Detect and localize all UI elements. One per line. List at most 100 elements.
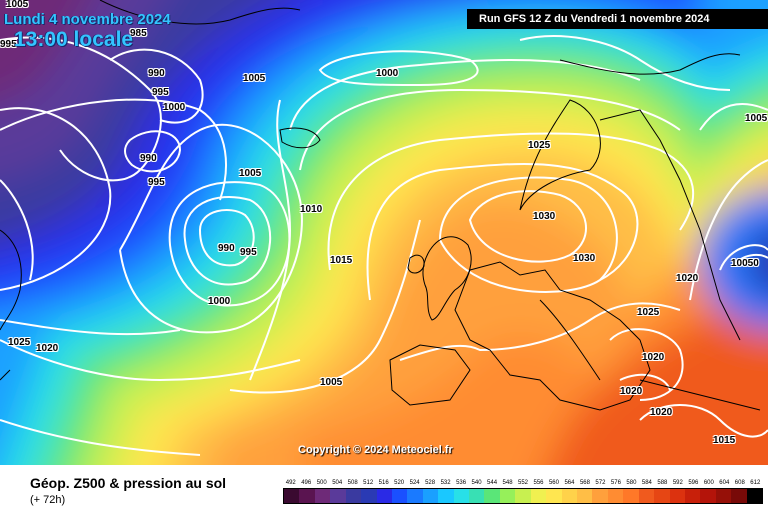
geopotential-field bbox=[0, 0, 768, 465]
legend-label: 508 bbox=[347, 480, 358, 486]
legend-swatch bbox=[299, 489, 315, 503]
forecast-datetime: Lundi 4 novembre 2024 13:00 locale bbox=[4, 12, 171, 50]
isobar-label: 1005 bbox=[745, 113, 768, 124]
legend-label: 588 bbox=[657, 480, 668, 486]
isobar-label: 1005 bbox=[6, 0, 29, 10]
legend-labels: 492 496 500 504 508 512 516 520 524 528 532 536 540 5… bbox=[283, 479, 763, 488]
legend-swatch bbox=[422, 489, 439, 503]
legend-label: 496 bbox=[301, 480, 312, 486]
legend-swatch bbox=[546, 489, 562, 503]
legend-label: 512 bbox=[363, 480, 374, 486]
legend-swatch bbox=[700, 489, 716, 503]
legend-label: 524 bbox=[409, 480, 420, 486]
legend-label: 516 bbox=[378, 480, 389, 486]
legend-label: 532 bbox=[440, 480, 451, 486]
legend-label: 568 bbox=[579, 480, 590, 486]
isobar-label: 1015 bbox=[713, 435, 736, 446]
isobar-label: 1030 bbox=[573, 253, 596, 264]
legend-label: 500 bbox=[316, 480, 327, 486]
legend-swatch bbox=[654, 489, 670, 503]
legend-swatch bbox=[746, 489, 763, 503]
isobar-label: 1000 bbox=[208, 296, 231, 307]
map-canvas bbox=[0, 0, 768, 465]
legend-swatch bbox=[376, 489, 392, 503]
legend-swatch bbox=[453, 489, 470, 503]
legend-label: 592 bbox=[672, 480, 683, 486]
legend-label: 560 bbox=[548, 480, 559, 486]
legend-label: 564 bbox=[564, 480, 575, 486]
isobar-label: 1005 bbox=[320, 377, 343, 388]
isobar-label: 1020 bbox=[650, 407, 673, 418]
isobar-label: 995 bbox=[240, 247, 257, 258]
legend-label: 556 bbox=[533, 480, 544, 486]
legend-label: 548 bbox=[502, 480, 513, 486]
run-info-banner: Run GFS 12 Z du Vendredi 1 novembre 2024 bbox=[467, 9, 768, 29]
legend-swatch bbox=[530, 489, 547, 503]
color-legend: 492 496 500 504 508 512 516 520 524 528 532 536 540 5… bbox=[283, 479, 763, 504]
isobar-label: 1025 bbox=[637, 307, 660, 318]
legend-swatch bbox=[577, 489, 593, 503]
isobar-label: 985 bbox=[130, 28, 147, 39]
forecast-date: Lundi 4 novembre 2024 bbox=[4, 11, 171, 28]
isobar-label: 10050 bbox=[731, 258, 759, 269]
legend-swatch bbox=[684, 489, 701, 503]
legend-label: 520 bbox=[394, 480, 405, 486]
isobar-label: 995 bbox=[152, 87, 169, 98]
isobar-label: 1000 bbox=[163, 102, 186, 113]
isobar-label: 1025 bbox=[528, 140, 551, 151]
legend-swatch bbox=[438, 489, 454, 503]
legend-label: 604 bbox=[719, 480, 730, 486]
legend-swatch bbox=[669, 489, 685, 503]
legend-label: 540 bbox=[471, 480, 482, 486]
isobar-label: 990 bbox=[148, 68, 165, 79]
legend-bar bbox=[283, 488, 763, 504]
isobar-label: 1020 bbox=[676, 273, 699, 284]
legend-label: 492 bbox=[285, 480, 296, 486]
copyright-notice: Copyright © 2024 Meteociel.fr bbox=[298, 444, 453, 456]
legend-label: 528 bbox=[425, 480, 436, 486]
legend-swatch bbox=[638, 489, 655, 503]
isobar-label: 1005 bbox=[243, 73, 266, 84]
legend-swatch bbox=[407, 489, 423, 503]
forecast-range: (+ 72h) bbox=[30, 494, 66, 506]
legend-label: 584 bbox=[641, 480, 652, 486]
legend-swatch bbox=[592, 489, 608, 503]
isobar-label: 995 bbox=[148, 177, 165, 188]
legend-label: 576 bbox=[610, 480, 621, 486]
legend-swatch bbox=[391, 489, 408, 503]
isobar-label: 990 bbox=[140, 153, 157, 164]
legend-swatch bbox=[330, 489, 346, 503]
legend-swatch bbox=[469, 489, 485, 503]
legend-swatch bbox=[623, 489, 639, 503]
legend-label: 608 bbox=[734, 480, 745, 486]
isobar-label: 1005 bbox=[239, 168, 262, 179]
isobar-label: 1010 bbox=[300, 204, 323, 215]
legend-swatch bbox=[345, 489, 362, 503]
isobars bbox=[0, 35, 768, 456]
legend-label: 572 bbox=[595, 480, 606, 486]
isobar-label: 990 bbox=[218, 243, 235, 254]
legend-label: 580 bbox=[626, 480, 637, 486]
legend-label: 600 bbox=[703, 480, 714, 486]
legend-swatch bbox=[731, 489, 747, 503]
legend-swatch bbox=[561, 489, 578, 503]
legend-label: 552 bbox=[518, 480, 529, 486]
isobar-label: 1025 bbox=[8, 337, 31, 348]
weather-map: 1005 985 995 990 995 1000 1005 990 995 1… bbox=[0, 0, 768, 465]
isobar-label: 995 bbox=[0, 39, 17, 50]
legend-swatch bbox=[361, 489, 377, 503]
legend-label: 596 bbox=[688, 480, 699, 486]
legend-swatch bbox=[499, 489, 516, 503]
legend-swatch bbox=[484, 489, 500, 503]
map-title: Géop. Z500 & pression au sol bbox=[30, 475, 227, 491]
isobar-label: 1020 bbox=[642, 352, 665, 363]
isobar-label: 1020 bbox=[620, 386, 643, 397]
legend-swatch bbox=[607, 489, 624, 503]
isobar-label: 1030 bbox=[533, 211, 556, 222]
coastlines bbox=[0, 0, 761, 411]
legend-label: 544 bbox=[487, 480, 498, 486]
legend-label: 612 bbox=[750, 480, 761, 486]
legend-label: 504 bbox=[332, 480, 343, 486]
legend-label: 536 bbox=[456, 480, 467, 486]
legend-swatch bbox=[715, 489, 732, 503]
